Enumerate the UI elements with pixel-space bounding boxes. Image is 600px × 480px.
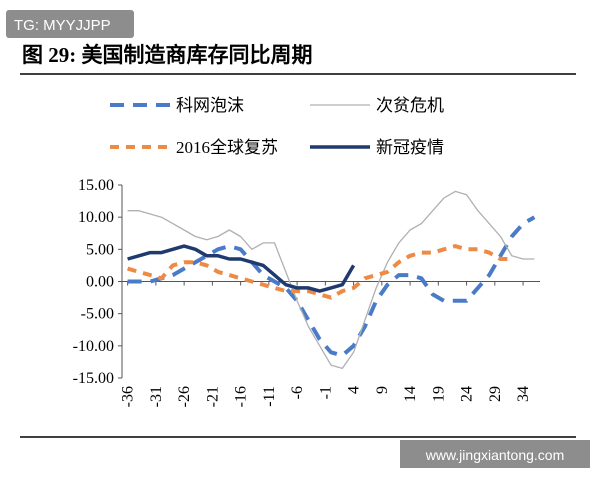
x-tick-label: 29: [487, 386, 504, 402]
x-tick-label: 9: [374, 386, 391, 394]
x-tick-label: 19: [430, 386, 447, 402]
series-line: [127, 190, 535, 370]
x-tick-label: -16: [233, 386, 250, 407]
series-line: [127, 215, 536, 358]
site-watermark: www.jingxiantong.com: [425, 447, 565, 463]
x-tick-label: -21: [204, 386, 221, 407]
y-tick-label: 10.00: [78, 209, 114, 226]
x-tick-label: -36: [120, 386, 137, 407]
x-tick-label: 24: [459, 386, 476, 402]
y-tick-label: -15.00: [73, 370, 114, 387]
legend-label: 2016全球复苏: [176, 138, 278, 157]
watermark-box: [6, 10, 134, 38]
y-tick-label: 15.00: [78, 177, 114, 194]
x-tick-label: -1: [317, 386, 334, 399]
y-tick-label: 0.00: [86, 274, 114, 291]
x-tick-label: -26: [176, 386, 193, 407]
x-tick-label: -31: [148, 386, 165, 407]
x-tick-label: 4: [346, 386, 363, 394]
x-tick-label: 14: [402, 386, 419, 402]
legend-label: 科网泡沫: [176, 96, 244, 115]
y-tick-label: 5.00: [86, 241, 114, 258]
watermark: TG: MYYJJPP: [14, 17, 111, 34]
site-box: [400, 440, 590, 468]
series-line: [127, 244, 356, 293]
y-tick-label: -10.00: [73, 338, 114, 355]
series-line: [127, 244, 512, 300]
legend-label: 次贫危机: [376, 96, 444, 115]
legend-label: 新冠疫情: [376, 138, 444, 157]
y-tick-label: -5.00: [81, 306, 114, 323]
x-tick-label: -11: [261, 386, 278, 407]
chart-title: 图 29: 美国制造商库存同比周期: [22, 43, 313, 67]
x-tick-label: -6: [289, 386, 306, 399]
x-tick-label: 34: [515, 386, 532, 402]
